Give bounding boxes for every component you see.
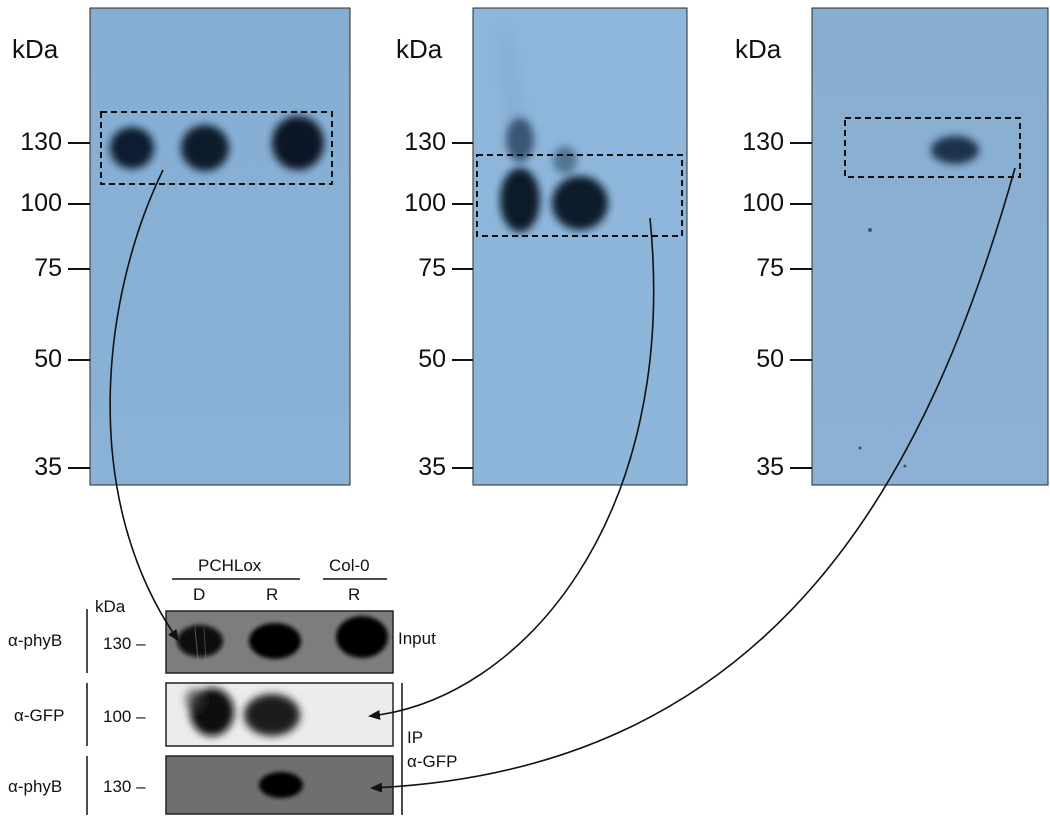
arrow-membrane-1-to-input	[109, 169, 180, 642]
membrane-1-marker-130: 130	[20, 128, 62, 156]
membrane-1-marker-75: 75	[34, 254, 62, 282]
ip-gfp-band-r	[244, 694, 300, 736]
membrane-2-marker-35: 35	[418, 453, 446, 481]
lane-label-r-col0: R	[348, 585, 361, 604]
arrows	[109, 167, 1016, 793]
film-ip-gfp	[165, 682, 394, 747]
membrane-3-band-col	[931, 136, 979, 164]
lane-label-d: D	[193, 585, 206, 604]
row-antibody-ip-phyb: α-phyB	[8, 777, 63, 796]
input-band-d	[177, 625, 223, 657]
membrane-3-marker-75: 75	[756, 254, 784, 282]
top-marker-ticks	[68, 142, 812, 469]
membrane-2-marker-130: 130	[404, 128, 446, 156]
row-antibody-input: α-phyB	[8, 631, 63, 650]
membrane-2-kda-label: kDa	[396, 34, 443, 64]
ip-antibody-label: α-GFP	[407, 752, 458, 771]
film-input	[165, 610, 394, 674]
membrane-3-marker-35: 35	[756, 453, 784, 481]
membrane-2-marker-75: 75	[418, 254, 446, 282]
membrane-1-kda-label: kDa	[12, 34, 59, 64]
membrane-1-marker-50: 50	[34, 345, 62, 373]
membrane-1-band-d	[110, 127, 154, 169]
input-band-col	[336, 616, 388, 658]
membrane-1-bands	[110, 116, 324, 171]
membrane-3	[811, 7, 1049, 486]
membrane-1-band-col	[272, 116, 324, 170]
membrane-3-box	[844, 117, 1021, 178]
membrane-2-box	[476, 154, 683, 237]
membrane-2-marker-100: 100	[404, 189, 446, 217]
membrane-1-marker-100: 100	[20, 189, 62, 217]
ip-phyb-band-r	[259, 772, 303, 798]
membrane-3-marker-130: 130	[742, 128, 784, 156]
membrane-2-marker-50: 50	[418, 345, 446, 373]
arrow-membrane-2-to-ip-gfp	[368, 217, 655, 720]
membrane-3-kda-label: kDa	[735, 34, 782, 64]
membrane-2-band-r	[552, 176, 608, 230]
row-marker-input: 130 –	[103, 634, 146, 653]
membrane-2	[472, 7, 688, 486]
arrow-membrane-3-to-ip-phyb	[370, 167, 1016, 793]
membrane-2-bands	[500, 118, 608, 232]
lane-label-r-pchlox: R	[266, 585, 279, 604]
membrane-1	[89, 7, 351, 486]
membrane-1-band-r	[181, 125, 229, 171]
membrane-3-bands	[931, 136, 979, 164]
membrane-1-marker-35: 35	[34, 453, 62, 481]
membrane-2-band-d	[500, 168, 540, 232]
membrane-3-marker-50: 50	[756, 345, 784, 373]
film-ip-phyb	[165, 755, 394, 815]
ip-label: IP	[407, 728, 424, 747]
row-marker-ip-gfp: 100 –	[103, 707, 146, 726]
input-label: Input	[398, 629, 436, 648]
group-label-col0: Col-0	[329, 556, 370, 575]
bottom-kda-label: kDa	[95, 597, 126, 616]
row-marker-ip-phyb: 130 –	[103, 777, 146, 796]
row-antibody-ip-gfp: α-GFP	[14, 706, 65, 725]
group-label-pchlox: PCHLox	[198, 556, 262, 575]
membrane-3-marker-100: 100	[742, 189, 784, 217]
input-band-r	[249, 623, 301, 659]
membrane-1-box	[100, 111, 333, 185]
